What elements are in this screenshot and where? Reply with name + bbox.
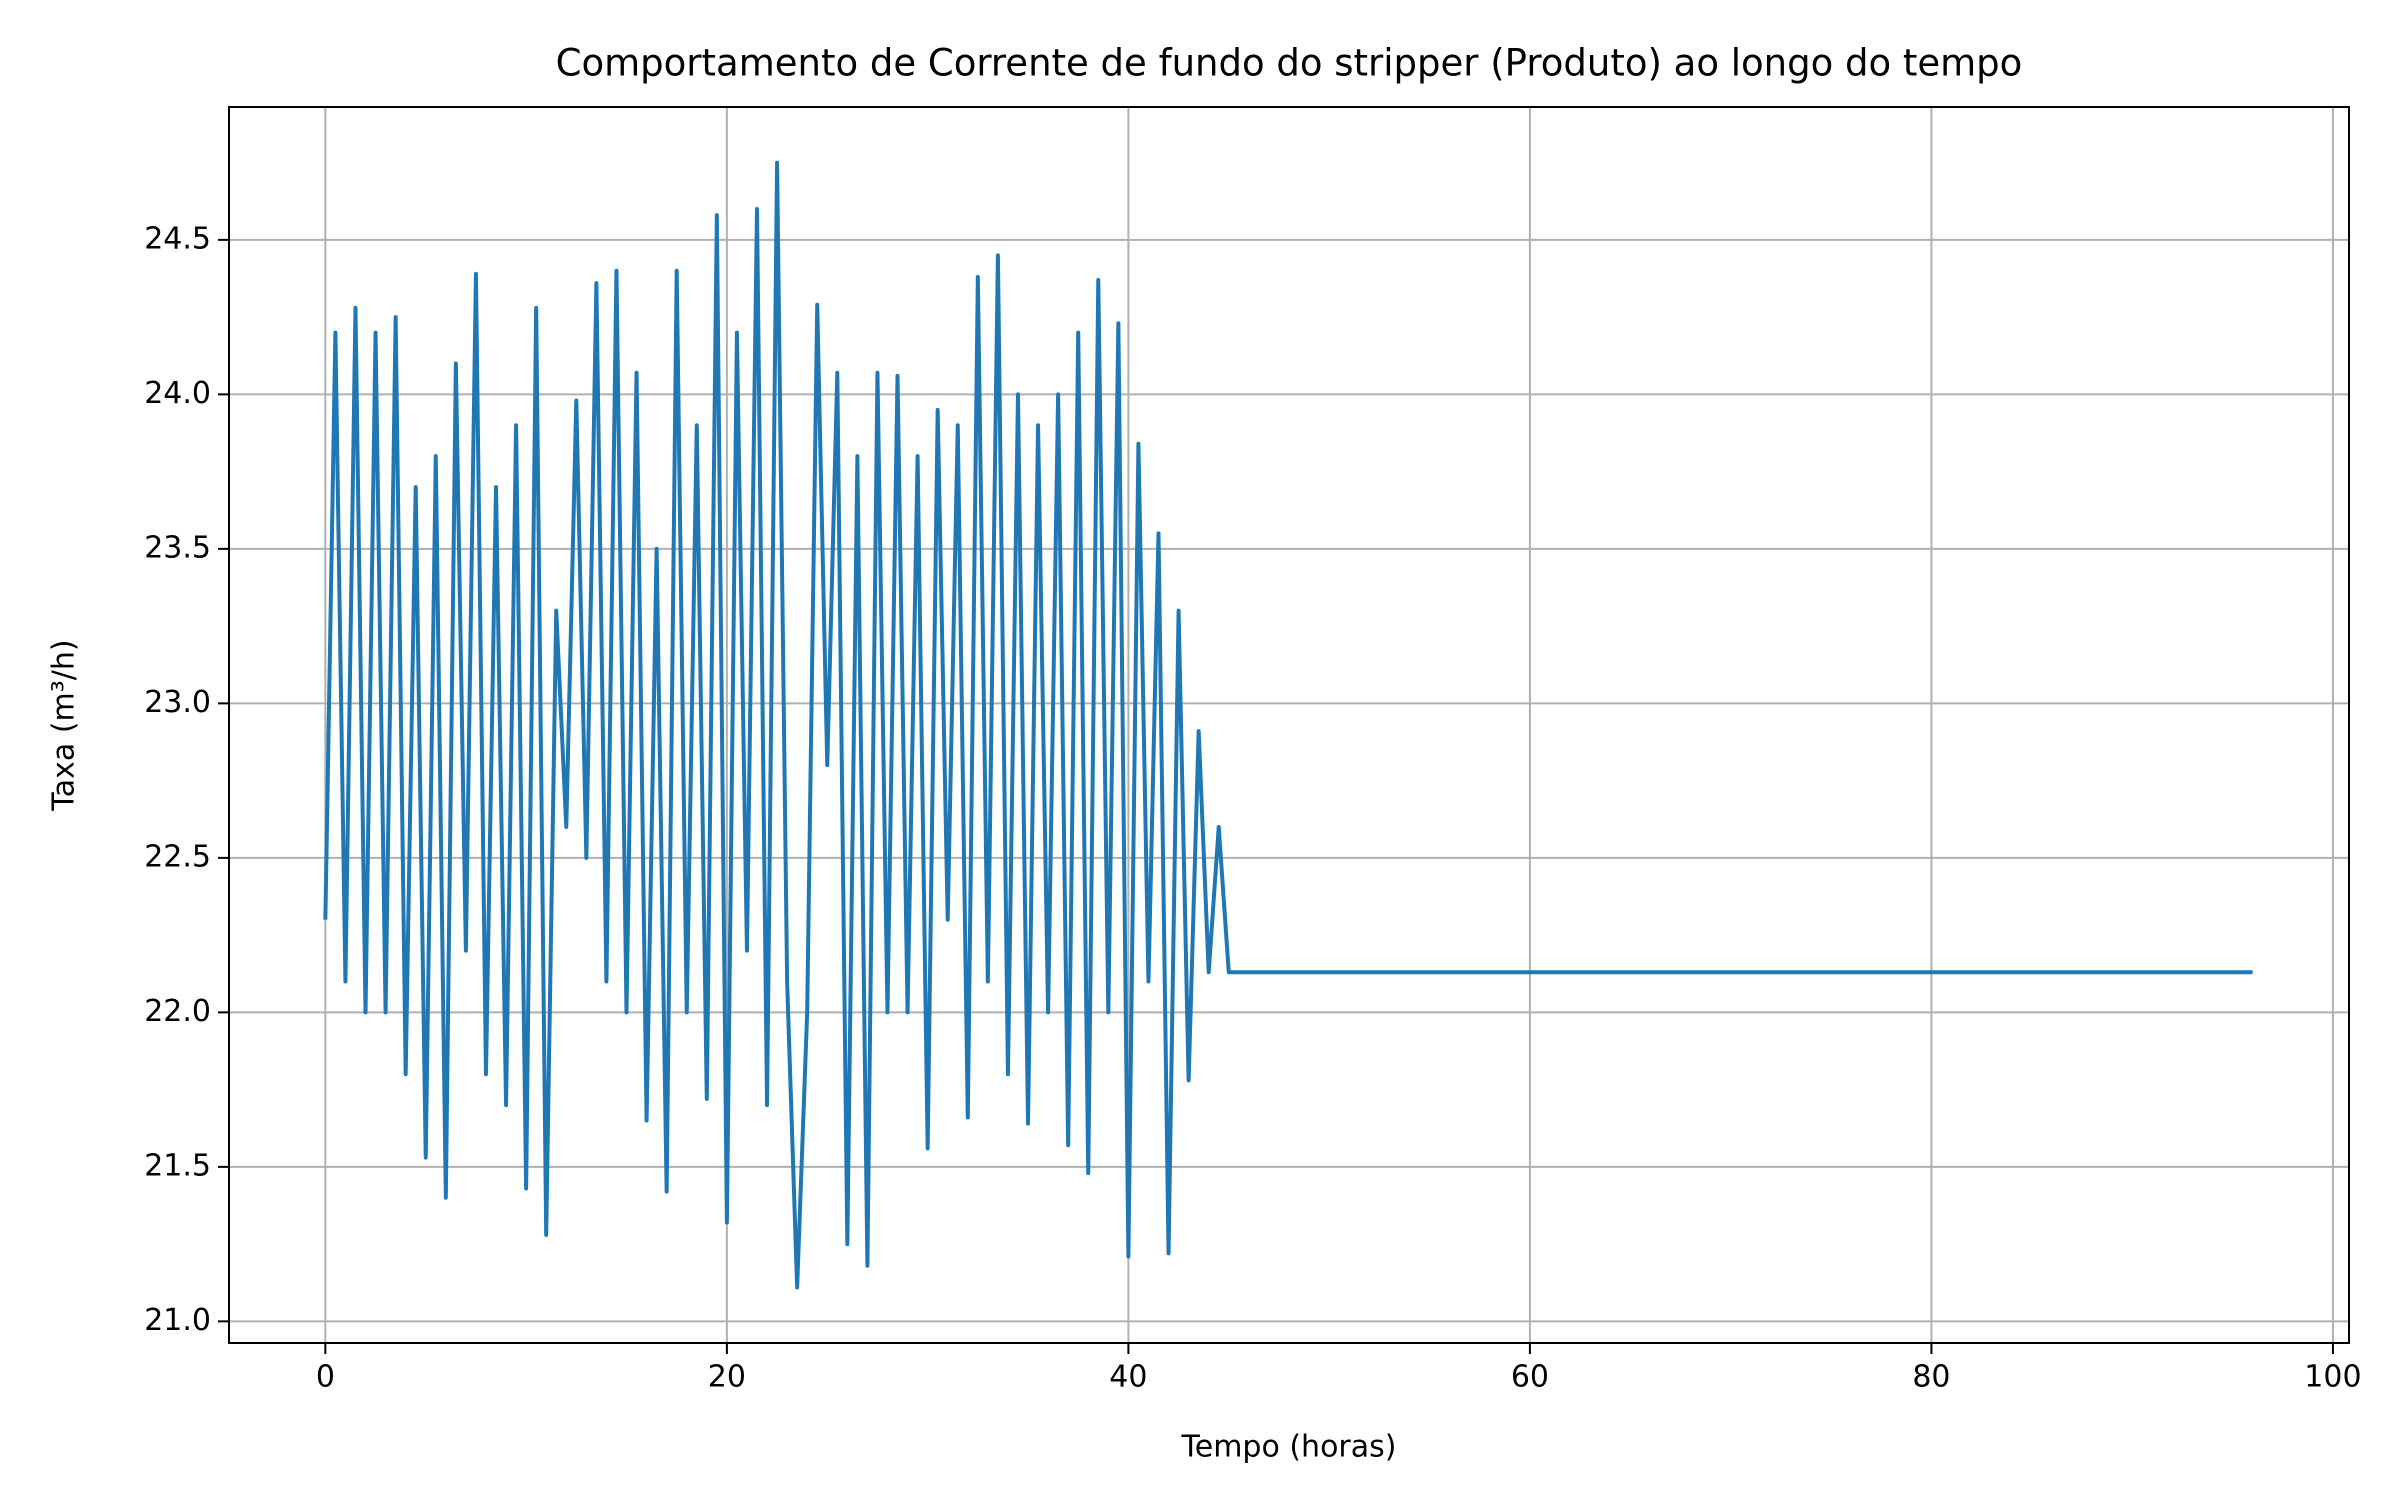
plot-frame xyxy=(228,106,2350,1344)
x-axis-label: Tempo (horas) xyxy=(1181,1430,1397,1465)
data-line xyxy=(323,160,2253,1290)
y-tick-label: 23.5 xyxy=(144,530,211,565)
y-tick-label: 24.0 xyxy=(144,376,211,411)
y-tick-label: 22.0 xyxy=(144,994,211,1029)
y-tick-label: 22.5 xyxy=(144,839,211,874)
chart-title: Comportamento de Corrente de fundo do st… xyxy=(556,42,2023,85)
y-tick-label: 23.0 xyxy=(144,685,211,720)
y-tick-label: 21.0 xyxy=(144,1303,211,1338)
x-tick-label: 40 xyxy=(1109,1360,1147,1395)
x-tick-label: 0 xyxy=(316,1360,335,1395)
x-tick-label: 100 xyxy=(2304,1360,2361,1395)
x-tick-label: 80 xyxy=(1912,1360,1950,1395)
x-tick-label: 20 xyxy=(708,1360,746,1395)
y-tick-label: 21.5 xyxy=(144,1148,211,1183)
y-axis-label: Taxa (m³/h) xyxy=(47,639,82,811)
x-tick-label: 60 xyxy=(1511,1360,1549,1395)
y-tick-label: 24.5 xyxy=(144,221,211,256)
